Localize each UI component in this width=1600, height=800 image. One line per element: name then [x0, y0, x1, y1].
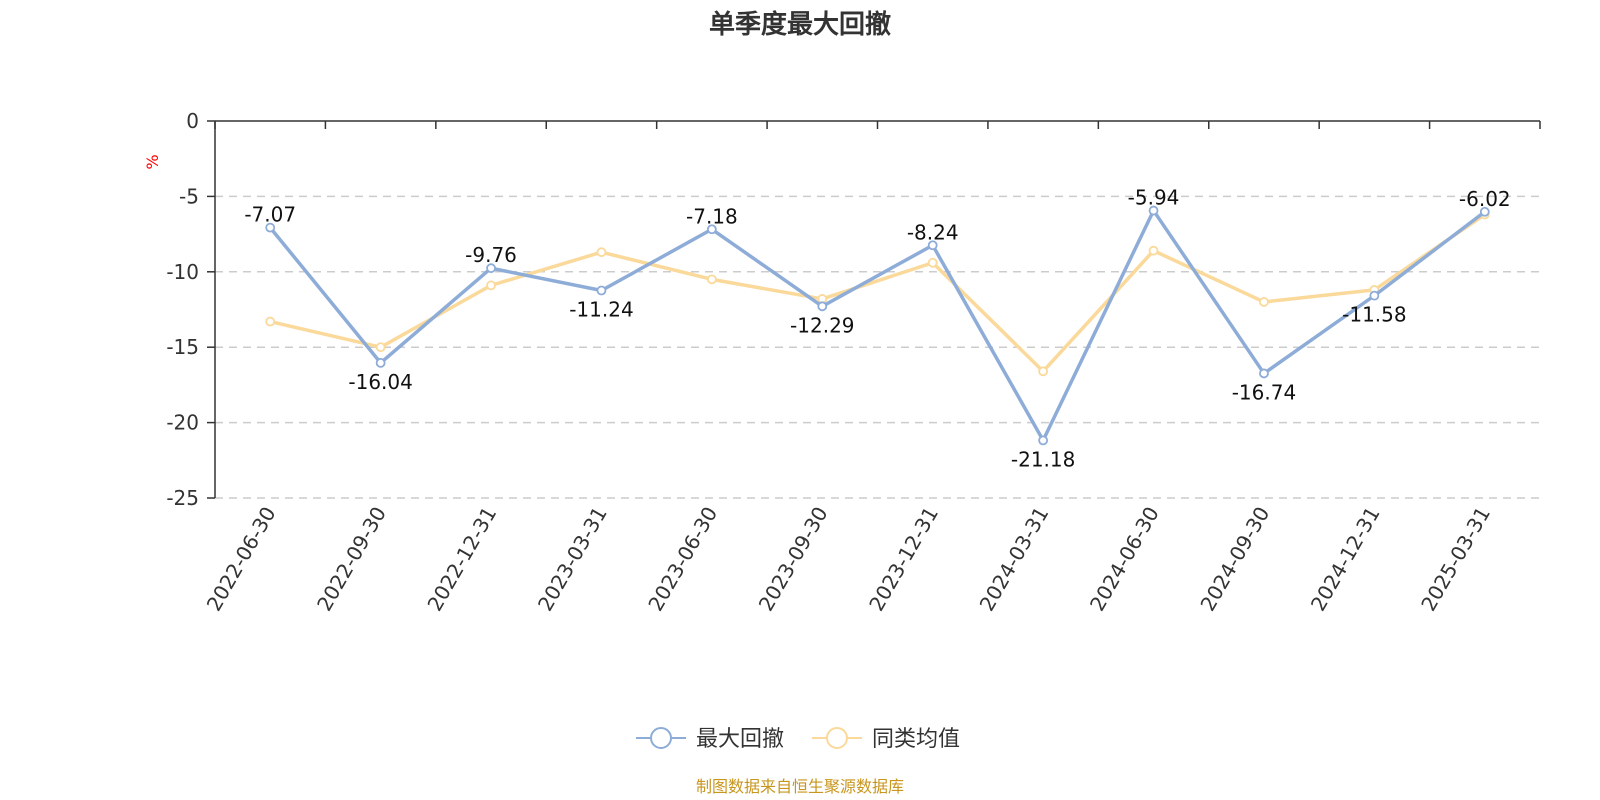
x-tick-label: 2024-06-30	[1085, 503, 1164, 616]
data-point-series-2	[265, 316, 276, 327]
legend-label-series-2: 同类均值	[872, 727, 960, 752]
series-layer	[265, 205, 1490, 446]
data-point-series-1	[375, 357, 386, 368]
data-label: -5.94	[1128, 186, 1180, 210]
data-point-series-1	[817, 301, 828, 312]
x-tick-label: 2022-06-30	[202, 503, 281, 616]
data-point-series-2	[706, 274, 717, 285]
source-note: 制图数据来自恒生聚源数据库	[696, 777, 904, 796]
data-point-series-1	[596, 285, 607, 296]
y-tick-label: -15	[166, 335, 199, 359]
data-point-series-2	[596, 247, 607, 258]
data-point-series-1	[1479, 206, 1490, 217]
x-tick-label: 2022-12-31	[422, 502, 501, 615]
grid-layer	[215, 195, 1540, 499]
chart-title: 单季度最大回撤	[709, 9, 891, 40]
x-tick-label: 2023-09-30	[754, 503, 833, 616]
x-tick-label: 2024-12-31	[1306, 503, 1385, 616]
data-point-series-2	[375, 342, 386, 353]
x-tick-label: 2024-03-31	[975, 503, 1054, 616]
data-label: -9.76	[465, 243, 517, 267]
y-tick-label: -20	[166, 411, 199, 435]
x-tick-label: 2023-06-30	[643, 503, 722, 616]
legend-label-series-1: 最大回撤	[696, 727, 784, 752]
data-label: -7.18	[686, 204, 738, 228]
y-axis-unit: %	[143, 154, 162, 169]
data-point-series-2	[486, 280, 496, 291]
x-tick-label: 2023-12-31	[864, 502, 943, 615]
data-label: -16.74	[1232, 380, 1296, 404]
data-label: -11.58	[1342, 303, 1406, 327]
data-label: -8.24	[907, 220, 959, 244]
data-label: -16.04	[348, 370, 412, 394]
series-line-2	[269, 213, 1486, 374]
data-point-series-2	[1038, 366, 1049, 377]
data-point-series-2	[1148, 245, 1159, 256]
data-point-series-1	[265, 222, 276, 233]
legend-circle-icon	[650, 727, 672, 749]
y-tick-label: 0	[186, 109, 199, 133]
x-tick-label: 2023-03-31	[533, 503, 612, 616]
y-tick-label: -10	[166, 260, 199, 284]
legend-item-series-2[interactable]: 同类均值	[812, 727, 960, 752]
data-point-series-2	[1259, 297, 1269, 307]
data-label: -11.24	[569, 297, 633, 321]
series-line-1	[268, 208, 1486, 443]
y-tick-label: -5	[179, 184, 199, 208]
data-point-series-1	[927, 240, 938, 251]
data-label: -6.02	[1459, 187, 1511, 211]
y-tick-label: -25	[166, 486, 199, 510]
legend-circle-icon	[826, 727, 848, 749]
data-point-series-2	[927, 257, 938, 268]
data-label: -12.29	[790, 313, 854, 337]
x-tick-label: 2024-09-30	[1195, 503, 1274, 616]
data-point-series-1	[1369, 290, 1380, 301]
legend-item-series-1[interactable]: 最大回撤	[636, 727, 784, 752]
data-point-series-1	[706, 224, 717, 235]
data-label-layer: -7.07 -16.04 -9.76 -11.24 -7.18 -12.29 -8.24 -2…	[244, 186, 1510, 472]
x-tick-label: 2022-09-30	[312, 503, 391, 616]
x-tick-label: 2025-03-31	[1416, 503, 1495, 616]
data-point-series-1	[1038, 435, 1049, 446]
data-label: -7.07	[244, 203, 296, 227]
data-label: -21.18	[1011, 447, 1075, 471]
data-point-series-1	[486, 263, 496, 274]
data-point-series-1	[1259, 368, 1269, 379]
legend[interactable]: 最大回撤 同类均值	[636, 727, 960, 752]
data-point-series-1	[1148, 205, 1159, 216]
